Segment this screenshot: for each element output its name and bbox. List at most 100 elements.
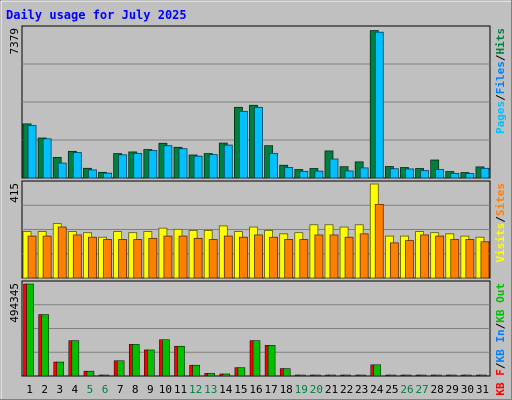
bar-kbout [328,374,336,377]
y-max-label: 494345 [8,283,21,323]
bar-kbout [298,374,306,377]
legend-visits-sites: Visits/Sites [494,183,507,263]
bar-kbout [41,314,49,377]
bar-kbout [56,361,64,377]
x-tick-label: 18 [280,383,293,396]
bar-pages [420,170,429,179]
bar-kbout [26,283,34,377]
legend-item: KB F [494,369,507,396]
bar-pages [269,152,278,179]
legend-hits-files-pages: Pages/Files/Hits [494,28,507,134]
bar-pages [103,172,112,179]
bar-pages [314,170,324,179]
bar-pages [57,162,67,179]
bar-sites [254,234,263,279]
bar-sites [208,239,218,279]
bar-sites [314,234,324,279]
bar-sites [88,236,97,279]
bar-pages [284,167,294,179]
bar-sites [103,239,112,279]
bar-sites [389,242,399,279]
bar-pages [42,138,52,179]
bar-sites [42,235,52,279]
x-tick-label: 29 [446,383,459,396]
legend-item: KB Out [494,283,507,323]
bar-pages [208,154,218,179]
x-tick-label: 7 [117,383,124,396]
x-tick-label: 12 [189,383,202,396]
bar-pages [72,152,82,179]
x-tick-label: 27 [415,383,428,396]
legend-item: Visits [494,223,507,263]
bar-kbout [222,373,231,377]
legend-item: / [494,94,507,101]
legend-item: / [494,54,507,61]
x-tick-label: 26 [400,383,413,396]
x-tick-label: 11 [174,383,187,396]
bar-kbout [207,373,215,377]
legend-kbf-kbin-kbout: KB F/KB In/KB Out [494,283,507,396]
bar-sites [480,241,490,279]
bar-kbout [403,374,412,377]
x-tick-label: 10 [159,383,172,396]
bar-kbout [252,340,261,377]
bar-kbout [162,339,170,377]
x-tick-label: 2 [41,383,48,396]
bar-pages [405,168,414,179]
bar-sites [72,234,82,279]
bar-kbout [237,367,246,377]
bar-kbout [192,364,200,377]
bar-sites [284,239,294,279]
y-max-label: 7379 [8,28,21,55]
bar-pages [193,155,203,179]
x-tick-label: 4 [72,383,79,396]
legend-item: Pages [494,101,507,134]
bar-kbout [358,374,366,377]
bar-kbout [433,374,442,377]
bar-sites [148,237,158,279]
x-tick-label: 13 [204,383,217,396]
x-tick-label: 9 [147,383,154,396]
bar-kbout [464,374,472,377]
bar-sites [435,235,445,279]
legend-item: / [494,322,507,329]
bar-sites [450,239,460,279]
bar-pages [88,169,97,179]
bar-pages [178,148,188,179]
bar-pages [163,145,173,179]
bar-pages [374,31,384,179]
bar-kbout [373,364,382,377]
x-tick-label: 3 [56,383,63,396]
bar-kbout [313,374,321,377]
bar-sites [299,239,309,279]
panel-hits-files-pages: 7379 Pages/Files/Hits [8,25,507,179]
legend-item: / [494,362,507,369]
legend-item: KB In [494,329,507,362]
bar-kbout [418,374,427,377]
x-tick-label: 28 [431,383,444,396]
x-tick-label: 8 [132,383,139,396]
x-tick-label: 25 [385,383,398,396]
x-tick-label: 6 [102,383,109,396]
bar-pages [148,150,158,179]
bar-sites [239,236,248,279]
bar-sites [344,236,354,279]
chart-title: Daily usage for July 2025 [6,8,187,22]
x-tick-label: 31 [476,383,489,396]
x-tick-label: 21 [325,383,338,396]
x-axis-labels: 1 2 3 4 5 6 7 8 9 10 11 12 13 14 15 16 17 18 19 20 21 22 23 24 2… [26,383,489,396]
x-tick-label: 30 [461,383,474,396]
chart-panels: 7379 Pages/Files/Hits 415 Visits/Sites 49434… [8,25,507,396]
bar-pages [359,167,369,179]
bar-pages [465,173,475,179]
bar-kbout [449,374,457,377]
y-max-label: 415 [8,183,21,203]
bar-kbout [116,360,125,377]
x-tick-label: 20 [310,383,323,396]
bar-sites [163,235,173,279]
legend-item: Hits [494,28,507,55]
bar-kbout [479,374,487,377]
bar-kbout [71,340,80,377]
bar-kbout [86,370,95,377]
